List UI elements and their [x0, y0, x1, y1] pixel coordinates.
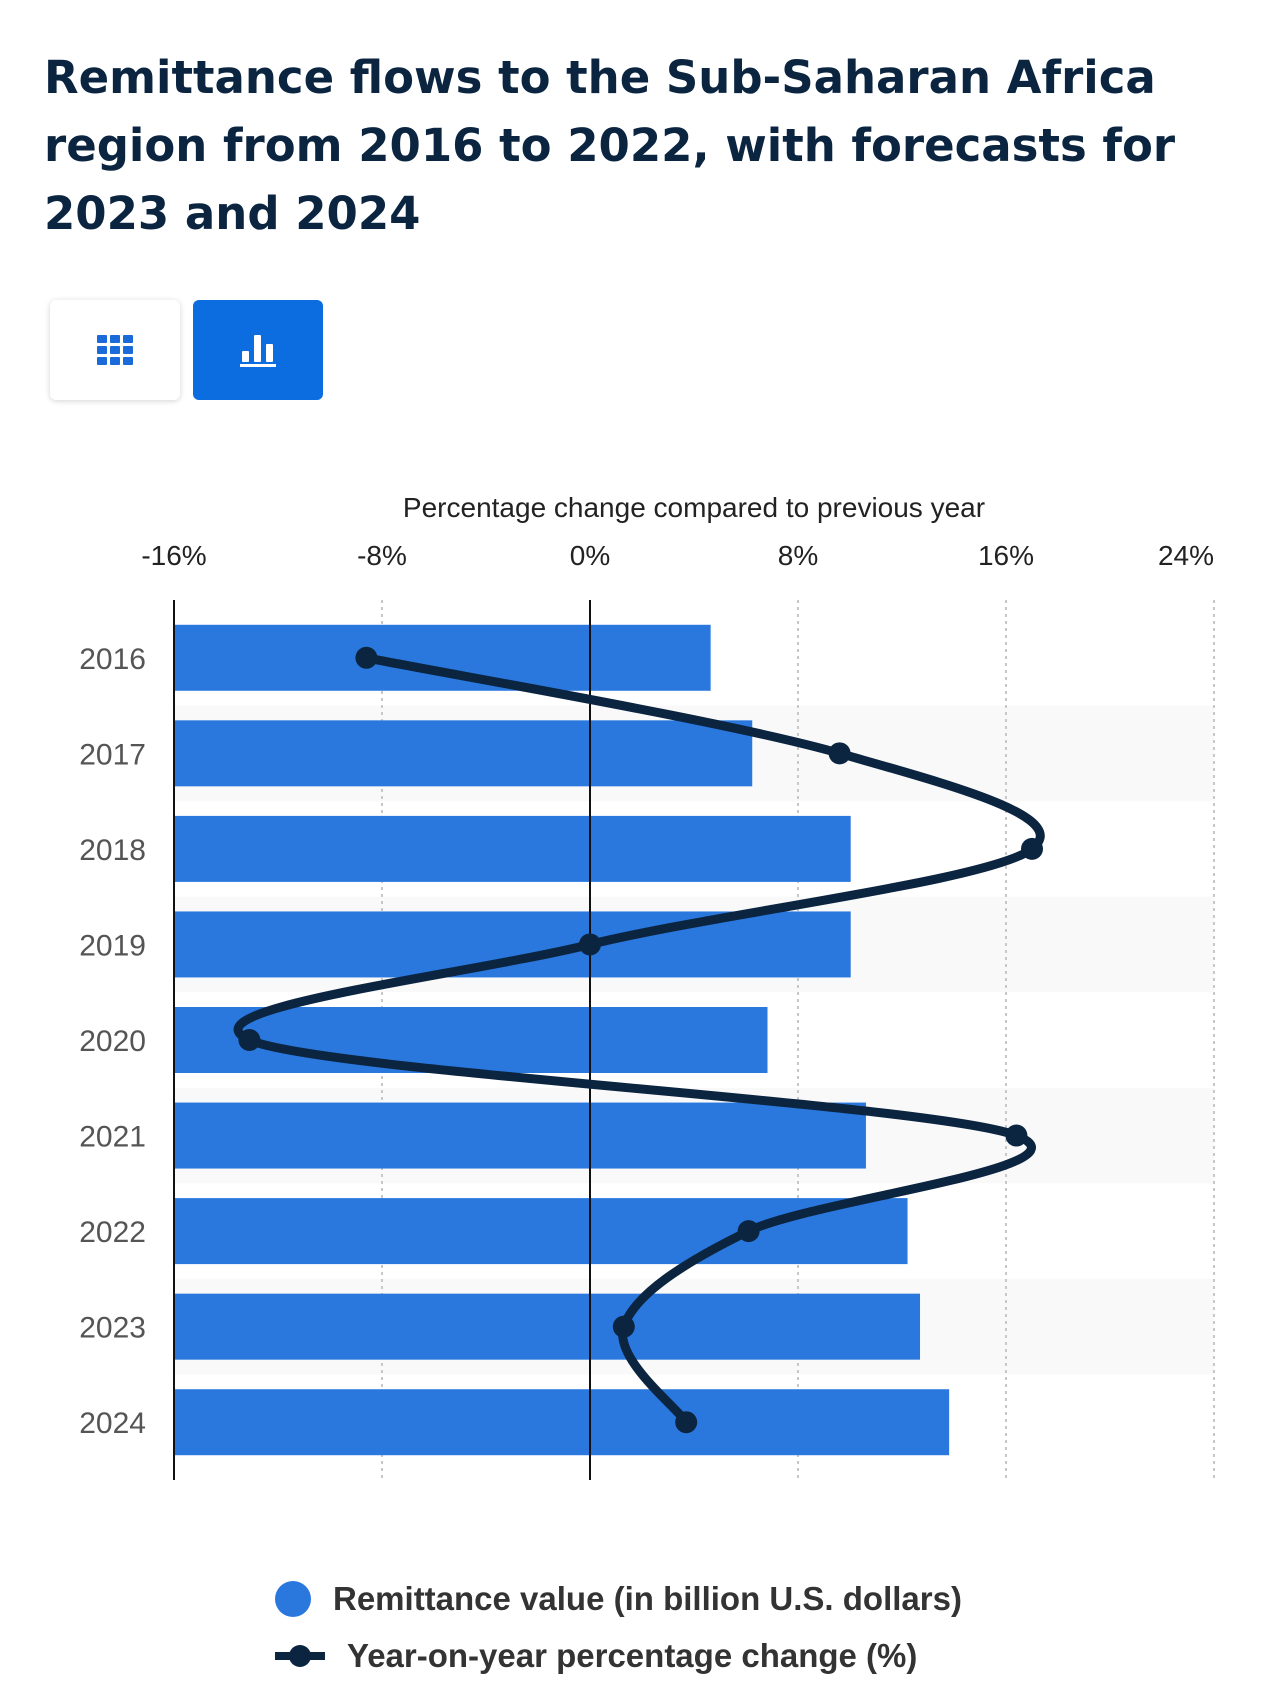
legend-bar-symbol — [275, 1580, 311, 1617]
chart-view-button[interactable] — [193, 300, 323, 400]
legend-line-symbol — [275, 1638, 325, 1674]
category-label: 2020 — [79, 1025, 146, 1058]
change-point — [737, 1220, 760, 1243]
change-point — [675, 1411, 698, 1434]
chart-title: Remittance flows to the Sub-Saharan Afri… — [44, 51, 1176, 240]
bar — [174, 911, 851, 978]
combo-chart: 2016 2017 2018 2019 2020 2021 2022 2023 2024 Perc… — [79, 492, 1215, 1480]
category-label: 2024 — [79, 1407, 146, 1440]
bar — [174, 1102, 866, 1169]
table-view-button[interactable] — [50, 300, 180, 400]
change-point — [828, 742, 851, 765]
change-point — [355, 646, 378, 669]
category-label: 2023 — [79, 1312, 146, 1345]
bar — [174, 1293, 921, 1360]
top-axis-tick: -16% — [141, 540, 206, 571]
category-label: 2021 — [79, 1121, 146, 1154]
bar — [174, 1007, 768, 1073]
legend-item-remittance[interactable]: Remittance value (in billion U.S. dollar… — [275, 1570, 962, 1627]
top-axis-title: Percentage change compared to previous y… — [403, 492, 985, 523]
bar — [174, 720, 753, 787]
legend-label-change: Year-on-year percentage change (%) — [347, 1636, 918, 1674]
top-axis-tick: 16% — [978, 540, 1034, 571]
category-label: 2017 — [79, 738, 146, 771]
top-axis-tick: 24% — [1158, 540, 1214, 571]
chart-legend: Remittance value (in billion U.S. dollar… — [275, 1570, 962, 1684]
bar — [174, 815, 851, 882]
table-grid-icon — [97, 335, 133, 365]
top-axis-tick: 8% — [778, 540, 818, 571]
change-point — [1021, 837, 1043, 860]
category-label: 2022 — [79, 1216, 146, 1249]
legend-label-remittance: Remittance value (in billion U.S. dollar… — [333, 1579, 962, 1617]
legend-item-change[interactable]: Year-on-year percentage change (%) — [275, 1627, 962, 1684]
top-axis-tick: 0% — [570, 540, 610, 571]
category-label: 2018 — [79, 834, 146, 867]
bar — [174, 1198, 908, 1265]
bar-chart-icon — [240, 335, 276, 367]
bar — [174, 1389, 950, 1456]
change-point — [579, 933, 601, 956]
change-point — [238, 1029, 261, 1051]
category-label: 2016 — [79, 643, 146, 676]
change-point — [612, 1315, 635, 1338]
change-point — [1005, 1124, 1028, 1147]
category-label: 2019 — [79, 929, 146, 962]
top-axis-tick: -8% — [357, 540, 407, 571]
bar — [174, 624, 711, 691]
